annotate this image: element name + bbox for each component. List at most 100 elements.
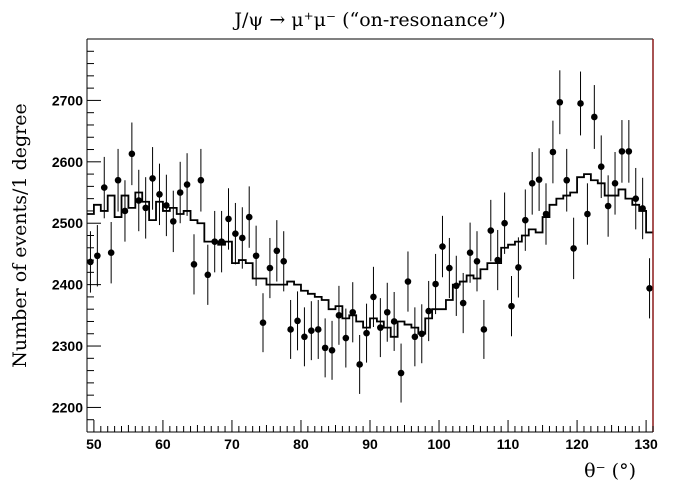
data-point	[597, 163, 605, 171]
data-point	[225, 215, 232, 223]
data-point	[114, 176, 122, 184]
data-point	[377, 324, 384, 331]
data-point	[522, 216, 529, 224]
data-point	[508, 302, 515, 310]
data-point	[349, 308, 357, 316]
data-point	[397, 369, 405, 377]
data-point	[411, 333, 419, 341]
data-point	[390, 318, 398, 325]
data-point	[466, 249, 474, 256]
data-point	[494, 256, 501, 264]
data-point	[342, 334, 350, 342]
data-point	[425, 307, 432, 315]
x-axis-label: θ⁻ (°)	[584, 460, 636, 482]
data-points-layer	[87, 70, 653, 403]
data-point	[528, 180, 536, 187]
data-point	[142, 204, 149, 212]
data-point	[480, 326, 488, 333]
data-point	[646, 285, 653, 292]
data-point	[218, 238, 225, 245]
chart-title: J/ψ → μ⁺μ⁻ (“on-resonance”)	[232, 9, 505, 31]
data-point	[163, 202, 170, 209]
x-tick-label: 80	[293, 436, 309, 452]
data-point	[190, 261, 198, 268]
y-tick-label: 2600	[52, 154, 83, 170]
data-point	[266, 264, 274, 272]
data-point	[639, 205, 646, 212]
data-point	[584, 210, 591, 218]
data-point	[632, 195, 640, 202]
data-point	[473, 257, 481, 265]
y-tick-label: 2700	[52, 92, 83, 108]
data-point	[321, 344, 329, 352]
data-point	[535, 176, 543, 183]
data-point	[149, 175, 156, 182]
y-tick-label: 2200	[52, 399, 83, 415]
data-point	[452, 282, 460, 290]
data-point	[515, 264, 522, 271]
data-point	[542, 210, 550, 218]
x-tick-label: 60	[155, 436, 171, 452]
data-point	[439, 243, 446, 250]
data-point	[356, 361, 363, 368]
data-point	[556, 98, 564, 106]
data-point	[432, 280, 439, 288]
y-tick-label: 2500	[52, 215, 83, 231]
data-point	[135, 197, 143, 204]
data-point	[308, 327, 315, 334]
x-tick-label: 110	[497, 436, 520, 452]
data-point	[487, 227, 495, 234]
data-point	[404, 278, 412, 285]
data-point	[183, 181, 191, 188]
data-point	[197, 176, 205, 184]
data-point	[625, 148, 633, 155]
data-point	[577, 100, 584, 107]
data-point	[245, 213, 253, 221]
data-point	[280, 257, 288, 265]
data-point	[501, 219, 508, 227]
data-point	[294, 317, 301, 325]
data-point	[301, 333, 308, 341]
mc-histogram-layer	[87, 173, 653, 338]
mc-histogram-line	[87, 173, 653, 338]
data-point	[252, 252, 260, 260]
data-point	[100, 184, 108, 191]
y-tick-label: 2400	[52, 277, 83, 293]
data-point	[563, 176, 571, 184]
x-tick-label: 100	[427, 436, 451, 452]
data-point	[259, 319, 267, 326]
data-point	[446, 264, 453, 272]
data-point	[211, 238, 218, 245]
data-point	[94, 252, 101, 260]
axes-layer: 50 60 70 80 90 100 110 120 130 2200 2300 2400 2500 26…	[52, 38, 658, 452]
data-point	[232, 230, 239, 237]
data-point	[169, 218, 177, 225]
data-point	[618, 148, 626, 155]
y-axis-label: Number of events/1 degree	[9, 103, 31, 367]
data-point	[459, 299, 467, 307]
data-point	[204, 271, 212, 279]
data-point	[239, 234, 246, 242]
x-tick-label: 120	[565, 436, 589, 452]
x-tick-label: 90	[362, 436, 378, 452]
data-point	[176, 189, 184, 196]
data-point	[107, 249, 115, 256]
x-tick-label: 70	[224, 436, 240, 452]
x-tick-label: 50	[86, 436, 102, 452]
data-point	[273, 247, 281, 255]
data-point	[335, 312, 343, 319]
data-point	[418, 330, 426, 338]
data-point	[287, 326, 294, 333]
data-point	[383, 308, 391, 316]
data-point	[121, 207, 129, 215]
x-tick-label: 130	[634, 436, 658, 452]
data-point	[591, 113, 598, 121]
data-point	[549, 148, 557, 156]
data-point	[314, 326, 322, 333]
y-tick-label: 2300	[52, 338, 83, 354]
data-point	[363, 329, 370, 337]
data-point	[611, 180, 619, 187]
data-point	[128, 150, 136, 158]
data-point	[328, 347, 336, 354]
